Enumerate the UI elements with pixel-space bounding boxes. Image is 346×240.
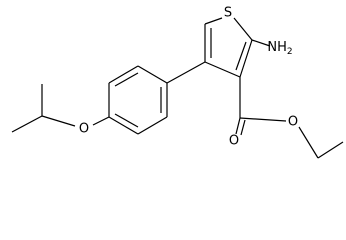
page: S NH2 O O O (() => { const data = JSON.p… bbox=[11, 5, 344, 159]
bond bbox=[41, 115, 76, 127]
bond bbox=[233, 17, 253, 41]
atom-label: O bbox=[288, 115, 298, 130]
bond bbox=[240, 119, 246, 136]
atom-subscript: 2 bbox=[287, 47, 293, 57]
bond bbox=[204, 17, 223, 25]
bond bbox=[166, 61, 206, 84]
atom-label: S bbox=[224, 6, 232, 21]
bond bbox=[114, 113, 139, 128]
bond bbox=[251, 39, 271, 47]
bond bbox=[92, 116, 110, 126]
bond bbox=[114, 72, 139, 87]
bond bbox=[108, 65, 139, 84]
bond bbox=[235, 41, 247, 71]
bond bbox=[11, 115, 43, 133]
bond bbox=[317, 141, 344, 159]
bond bbox=[108, 116, 139, 135]
bond bbox=[204, 61, 241, 78]
bond bbox=[239, 39, 253, 78]
bond bbox=[235, 117, 241, 135]
atom-label: O bbox=[229, 134, 239, 149]
bond bbox=[137, 116, 168, 135]
bonds bbox=[11, 17, 344, 159]
molecule-diagram: S NH2 O O O bbox=[11, 6, 344, 159]
atom-symbol: NH bbox=[267, 40, 287, 55]
bond bbox=[137, 65, 168, 84]
bond bbox=[239, 117, 287, 122]
atom-label: O bbox=[79, 122, 89, 137]
atom-label: NH2 bbox=[267, 40, 292, 57]
bond bbox=[298, 126, 319, 159]
